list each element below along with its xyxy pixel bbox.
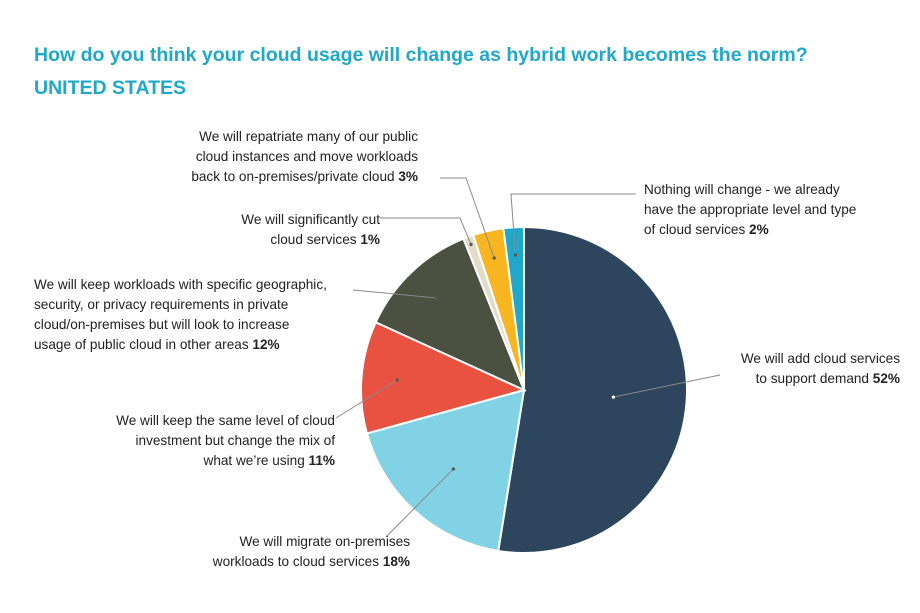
leader-line xyxy=(335,379,398,419)
leader-dot xyxy=(513,253,518,257)
leader-line xyxy=(613,374,721,398)
slice-label-line: investment but change the mix of xyxy=(135,433,336,448)
slice-value: 2% xyxy=(749,222,769,237)
leader-line xyxy=(380,217,472,245)
pie-slice xyxy=(374,237,526,392)
slice-value: 11% xyxy=(308,453,335,468)
slice-label-line: We will keep the same level of cloud xyxy=(116,413,335,428)
pie-slice xyxy=(360,320,527,435)
slice-value: 3% xyxy=(398,169,418,184)
slice-label-line: Nothing will change - we already xyxy=(644,182,840,197)
slice-label-line: We will keep workloads with specific geo… xyxy=(34,277,327,292)
slice-label-line: have the appropriate level and type xyxy=(644,202,857,217)
slice-label-line: cloud instances and move workloads xyxy=(195,149,418,164)
slice-label-line: We will add cloud services xyxy=(740,351,900,366)
slice-label: Nothing will change - we already have the… xyxy=(644,180,904,240)
slice-label: We will repatriate many of our public clo… xyxy=(100,127,418,187)
slice-label: We will significantly cut cloud services … xyxy=(150,210,380,250)
slice-label-line: security, or privacy requirements in pri… xyxy=(34,297,289,312)
slice-label-line: cloud services 1% xyxy=(270,232,380,247)
slice-label-line: back to on-premises/private cloud 3% xyxy=(191,169,418,184)
leader-line xyxy=(352,289,437,299)
slice-label-line: what we’re using 11% xyxy=(203,453,336,468)
leader-dot xyxy=(469,242,473,247)
pie-slices xyxy=(360,225,688,554)
slice-label-line: We will migrate on-premises xyxy=(239,534,410,549)
leader-dot xyxy=(395,378,399,382)
slice-label-line: usage of public cloud in other areas 12% xyxy=(34,337,280,352)
leader-line xyxy=(510,193,636,256)
chart-subtitle: UNITED STATES xyxy=(34,77,187,99)
slice-value: 1% xyxy=(360,232,380,247)
pie-slice xyxy=(365,388,526,553)
leader-dot xyxy=(492,256,496,260)
slice-label: We will keep the same level of cloud inve… xyxy=(60,411,335,471)
slice-label-line: We will repatriate many of our public xyxy=(199,129,418,144)
leader-dot xyxy=(611,395,615,399)
slice-label: We will keep workloads with specific geo… xyxy=(34,275,354,355)
slice-label-line: We will significantly cut xyxy=(241,212,380,227)
slice-label: We will add cloud services to support dem… xyxy=(690,349,900,389)
slice-value: 52% xyxy=(872,371,900,386)
slice-label: We will migrate on-premises workloads to … xyxy=(160,532,410,572)
slice-value: 12% xyxy=(252,337,280,352)
chart-title: How do you think your cloud usage will c… xyxy=(34,44,808,66)
leader-line xyxy=(440,177,495,259)
pie-slice xyxy=(497,225,688,554)
leader-lines xyxy=(335,177,721,538)
slice-label-line: to support demand 52% xyxy=(755,371,900,386)
slice-label-line: workloads to cloud services 18% xyxy=(212,554,410,569)
leader-line xyxy=(385,468,454,538)
slice-label-line: cloud/on-premises but will look to incre… xyxy=(34,317,290,332)
slice-label-line: of cloud services 2% xyxy=(644,222,769,237)
slice-value: 18% xyxy=(382,554,410,569)
leader-dot xyxy=(434,296,438,300)
leader-dot xyxy=(451,467,455,471)
